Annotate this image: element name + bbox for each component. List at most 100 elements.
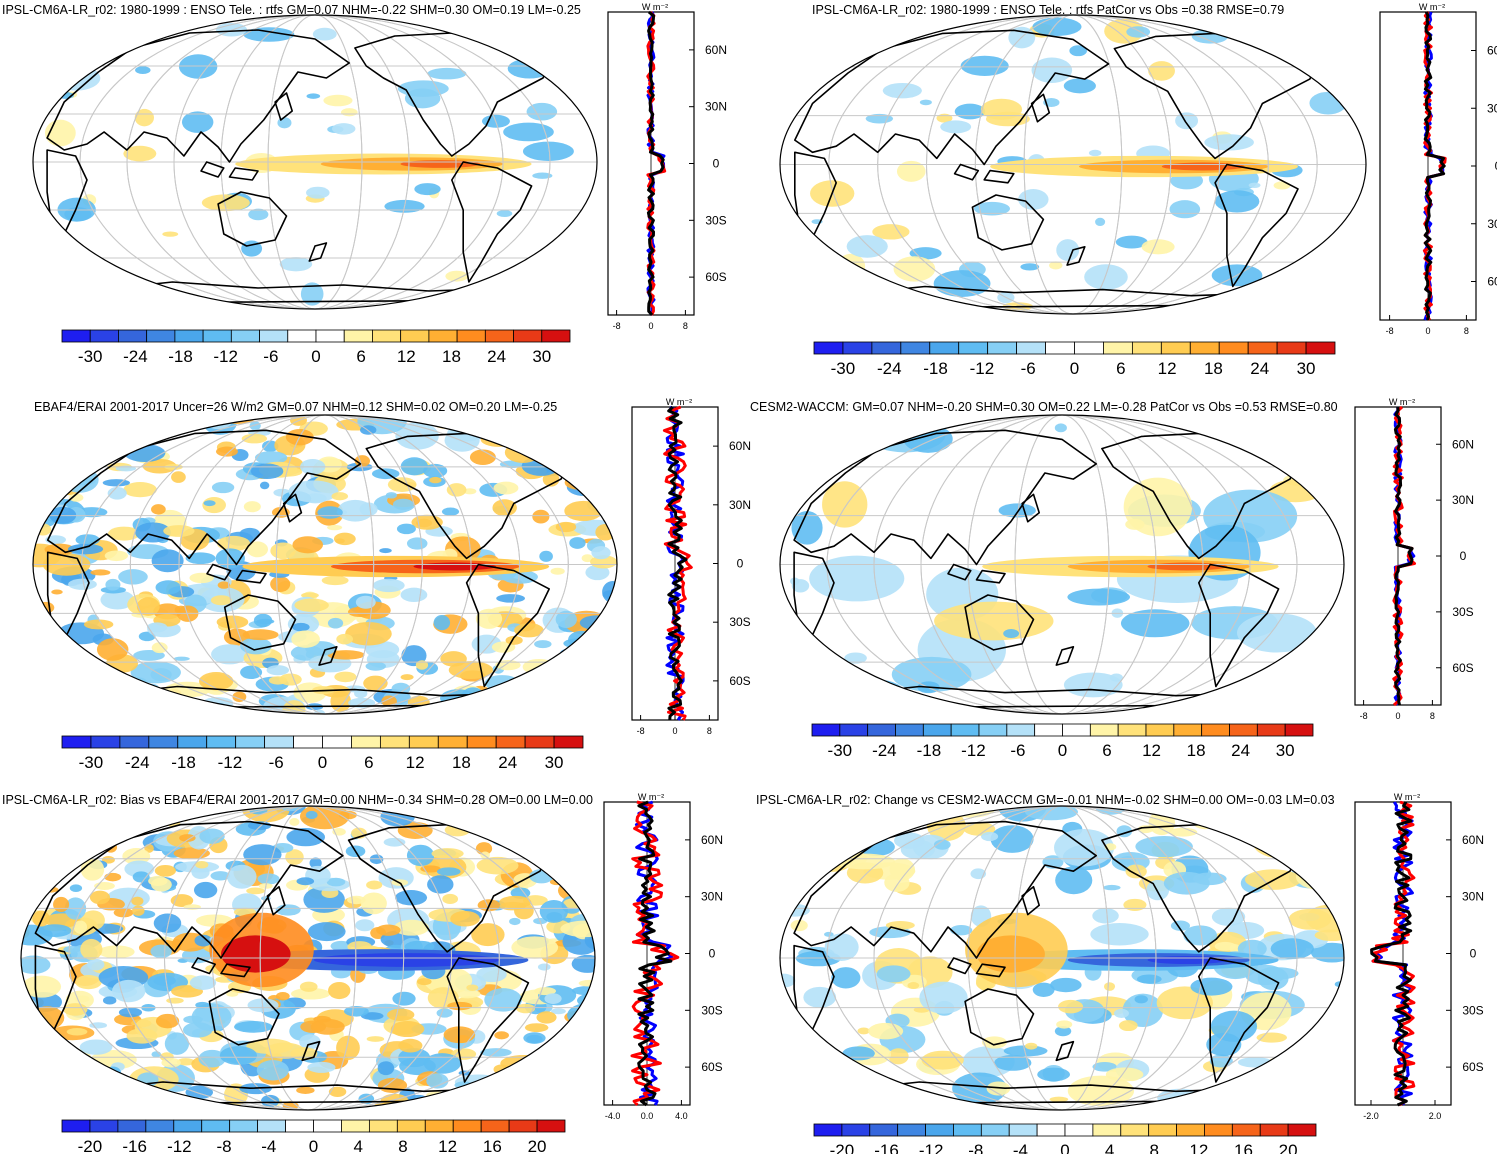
anomaly-blob (173, 656, 190, 661)
anomaly-blob (53, 896, 70, 913)
anomaly-blob (185, 552, 216, 565)
x-tick-label: 2.0 (1429, 1111, 1442, 1121)
anomaly-blob (556, 1052, 572, 1064)
anomaly-blob (1088, 149, 1102, 157)
anomaly-blob (990, 825, 1034, 853)
continent-outline (947, 563, 972, 581)
anomaly-blob (494, 1031, 509, 1040)
anomaly-blob (262, 440, 279, 452)
continent-outline (235, 569, 267, 584)
colorbar-label: -12 (167, 1137, 192, 1154)
anomaly-blob (790, 819, 833, 847)
anomaly-blob (80, 858, 105, 881)
x-tick-label: 0.0 (641, 1111, 654, 1121)
colorbar-cell (1034, 723, 1063, 737)
anomaly-blob (312, 27, 337, 41)
colorbar-label: -24 (125, 753, 150, 772)
continent-outline (1214, 163, 1299, 288)
anomaly-blob (1032, 17, 1082, 36)
anomaly-blob (288, 480, 339, 503)
colorbar-cell (117, 1119, 147, 1133)
anomaly-blob (332, 123, 356, 135)
colorbar-cell (1284, 723, 1314, 737)
colorbar: -30 -24 -18 -12 -6 0 6 12 18 24 30 (813, 341, 1336, 378)
anomaly-blob (66, 1028, 88, 1036)
colorbar-cell (1120, 1123, 1150, 1137)
anomaly-blob (261, 1094, 280, 1108)
colorbar-cell (553, 735, 584, 749)
anomaly-blob (507, 58, 552, 79)
colorbar-cell (293, 735, 323, 749)
anomaly-blob (321, 575, 349, 586)
anomaly-blob (572, 223, 590, 242)
anomaly-blob (217, 581, 231, 589)
anomaly-blob (448, 415, 469, 432)
colorbar-label: -6 (263, 347, 278, 366)
anomaly-blob (807, 33, 846, 51)
colorbar-cell (1016, 341, 1046, 355)
anomaly-blob (277, 117, 292, 129)
anomaly-blob (1146, 879, 1170, 901)
continent-outline (975, 963, 1006, 978)
anomaly-blob (369, 854, 384, 865)
longitude-line (126, 15, 504, 309)
anomaly-blob (387, 1008, 415, 1021)
equatorial-anomaly-peak (400, 160, 481, 168)
colorbar-cell (1201, 723, 1230, 737)
map-field (780, 806, 1344, 1110)
anomaly-blob (846, 235, 888, 258)
anomaly-blob (541, 1076, 559, 1084)
anomaly-blob (534, 640, 552, 649)
continent-outline (318, 646, 338, 666)
colorbar-cell (61, 329, 91, 343)
colorbar-cell (953, 1123, 982, 1137)
anomaly-blob (123, 482, 157, 498)
anomaly-blob (189, 572, 214, 584)
colorbar-label: 6 (1102, 741, 1111, 760)
continent-outline (833, 1081, 1291, 1105)
anomaly-blob (21, 1041, 29, 1050)
anomaly-blob (268, 676, 288, 685)
anomaly-blob (1092, 908, 1119, 924)
x-tick-label: -4.0 (605, 1111, 621, 1121)
colorbar-label: 12 (397, 347, 416, 366)
colorbar-label: 4 (353, 1137, 362, 1154)
anomaly-blob (502, 813, 534, 833)
anomaly-blob (330, 940, 352, 952)
anomaly-blob (266, 665, 290, 676)
anomaly-blob (76, 425, 89, 434)
anomaly-blob (168, 415, 182, 424)
anomaly-blob (296, 877, 315, 886)
colorbar-label: 12 (406, 753, 425, 772)
continent-outline (451, 161, 533, 283)
anomaly-blob (847, 1078, 868, 1090)
continent-outline (793, 551, 835, 639)
colorbar-label: -18 (917, 741, 942, 760)
anomaly-blob (909, 247, 942, 260)
anomaly-blob (69, 493, 84, 502)
colorbar-label: -18 (923, 359, 948, 378)
anomaly-blob (1120, 609, 1190, 638)
anomaly-blob (501, 681, 535, 694)
anomaly-blob (568, 435, 601, 458)
colorbar-label: 12 (438, 1137, 457, 1154)
colorbar-cell (958, 341, 989, 355)
colorbar: -30 -24 -18 -12 -6 0 6 12 18 24 30 (811, 723, 1314, 760)
anomaly-blob (868, 1022, 904, 1040)
anomaly-blob (111, 824, 127, 833)
colorbar-cell (524, 735, 555, 749)
anomaly-blob (1003, 1045, 1048, 1057)
x-tick-label: -8 (637, 726, 645, 736)
anomaly-blob (307, 922, 346, 942)
anomaly-blob (1056, 1020, 1073, 1029)
longitude-line (828, 15, 1318, 314)
anomaly-blob (828, 1102, 850, 1110)
anomaly-blob (270, 576, 291, 593)
continent-outline (833, 685, 1291, 709)
colorbar-cell (146, 329, 176, 343)
units-label: W m⁻² (642, 2, 668, 12)
colorbar-label: -20 (78, 1137, 103, 1154)
map-field (780, 15, 1366, 314)
continent-outline (1198, 563, 1280, 688)
longitude-line (873, 415, 1251, 714)
